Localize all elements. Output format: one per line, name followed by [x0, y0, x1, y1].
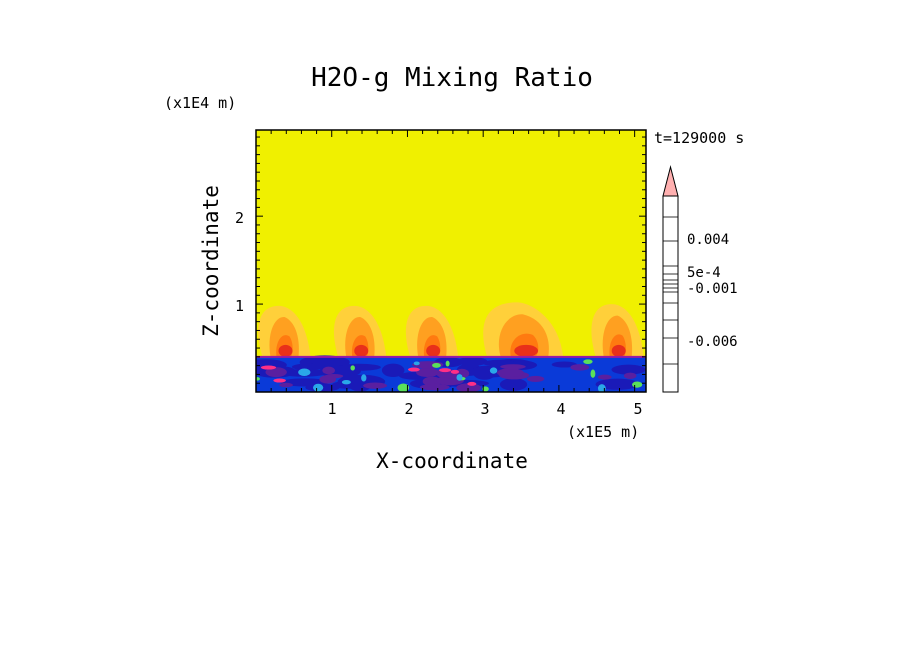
bl-cyan-patch [597, 384, 606, 392]
x-tick-4: 4 [556, 400, 565, 418]
bl-navy-patch [499, 378, 528, 391]
bl-cyan-patch [632, 381, 643, 388]
bl-cyan-patch [313, 383, 324, 392]
bl-purple-patch [623, 372, 637, 379]
colorbar [662, 165, 679, 393]
bl-navy-patch [611, 364, 646, 375]
colorbar-label-neg0006: -0.006 [687, 334, 738, 350]
bl-magenta-patch [407, 367, 420, 372]
bl-purple-patch [322, 366, 335, 375]
bl-magenta-patch [450, 369, 460, 374]
plot-frame [255, 129, 647, 393]
bl-cyan-patch [583, 359, 593, 365]
bl-navy-patch [310, 358, 334, 365]
bl-cyan-patch [456, 374, 463, 381]
x-unit-label: (x1E5 m) [567, 423, 639, 441]
bl-purple-patch [597, 374, 612, 380]
bl-navy-patch [291, 363, 327, 371]
bl-magenta-patch [439, 368, 452, 373]
x-tick-1: 1 [327, 400, 336, 418]
time-label: t=129000 s [654, 129, 744, 147]
plume-layer [258, 302, 644, 357]
bl-purple-patch [456, 383, 481, 392]
plume-core [611, 344, 626, 357]
bl-cyan-patch [350, 365, 355, 371]
bl-navy-patch [595, 378, 640, 390]
bl-purple-patch [526, 375, 545, 382]
bl-cyan-patch [413, 361, 420, 366]
bl-cyan-patch [482, 386, 489, 392]
bl-purple-patch [363, 382, 388, 389]
plume-5 [591, 304, 644, 357]
colorbar-label-0004: 0.004 [687, 232, 729, 248]
x-tick-3: 3 [480, 400, 489, 418]
plume-1 [258, 305, 311, 357]
plume-2 [333, 305, 387, 357]
colorbar-label-5e-4: 5e-4 [687, 265, 721, 281]
colorbar-label-neg0001: -0.001 [687, 281, 738, 297]
y-unit-label: (x1E4 m) [164, 94, 236, 112]
boundary-layer [256, 355, 646, 392]
plume-core [514, 344, 539, 357]
y-axis-label: Z-coordinate [199, 185, 223, 337]
bl-cyan-patch [432, 362, 441, 368]
bl-cyan-patch [489, 367, 498, 374]
y-tick-1: 1 [235, 297, 244, 315]
bl-cyan-patch [256, 377, 260, 381]
bl-navy-patch [381, 363, 405, 378]
bl-cyan-patch [361, 374, 367, 382]
colorbar-frame [662, 195, 679, 393]
bl-purple-patch [496, 368, 524, 378]
colorbar-extend-arrow [662, 165, 679, 197]
bl-purple-patch [265, 367, 287, 378]
bl-cyan-patch [397, 383, 410, 392]
bl-magenta-patch [467, 381, 477, 386]
bl-purple-patch [416, 367, 439, 378]
bl-magenta-patch [260, 365, 277, 370]
bl-navy-patch [551, 361, 577, 368]
x-axis-label: X-coordinate [376, 449, 528, 473]
plume-core [426, 344, 441, 357]
x-tick-2: 2 [404, 400, 413, 418]
x-tick-5: 5 [633, 400, 642, 418]
plume-4 [483, 302, 564, 357]
bl-cyan-patch [590, 369, 596, 378]
plume-core [278, 344, 293, 357]
y-tick-2: 2 [235, 209, 244, 227]
bl-navy-patch [457, 357, 488, 366]
bl-magenta-patch [273, 378, 286, 383]
bl-purple-patch [500, 364, 526, 370]
plume-3 [405, 305, 459, 357]
bl-purple-patch [570, 364, 590, 371]
bl-navy-patch [473, 365, 496, 380]
bl-cyan-patch [298, 368, 311, 376]
bl-purple-patch [319, 375, 337, 384]
bl-cyan-patch [341, 380, 351, 385]
bl-purple-patch [279, 382, 293, 388]
axis-ticks [256, 130, 646, 392]
chart-title: H2O-g Mixing Ratio [311, 63, 593, 93]
field-area [256, 130, 646, 392]
bl-purple-patch [422, 376, 442, 387]
plume-core [354, 344, 369, 357]
bl-cyan-patch [445, 360, 450, 367]
bl-purple-patch [419, 383, 450, 391]
